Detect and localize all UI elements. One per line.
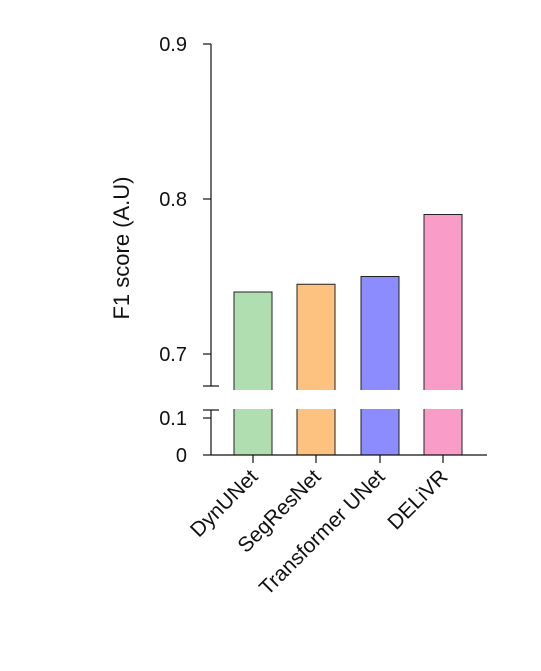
x-label-delivr: DELiVR [383,465,452,534]
y-tick-label-upper: 0.7 [159,344,187,366]
bars-group [233,214,463,456]
bar-transformer-unet [360,276,400,456]
axis-break-gap [200,390,490,409]
y-tick-label-upper: 0.9 [159,34,187,56]
bar-delivr [423,214,463,456]
y-tick-label-upper: 0.8 [159,189,187,211]
y-tick-label-lower: 0 [176,445,187,467]
y-tick-label-lower: 0.1 [159,408,187,430]
x-label-transformer-unet: Transformer UNet [255,465,390,600]
y-ticks-group: 0.7 0.8 0.9 0 0.1 [159,34,211,467]
y-axis-title: F1 score (A.U) [109,176,134,319]
bar-dynunet [233,291,273,456]
bar-segresnet [296,283,336,456]
